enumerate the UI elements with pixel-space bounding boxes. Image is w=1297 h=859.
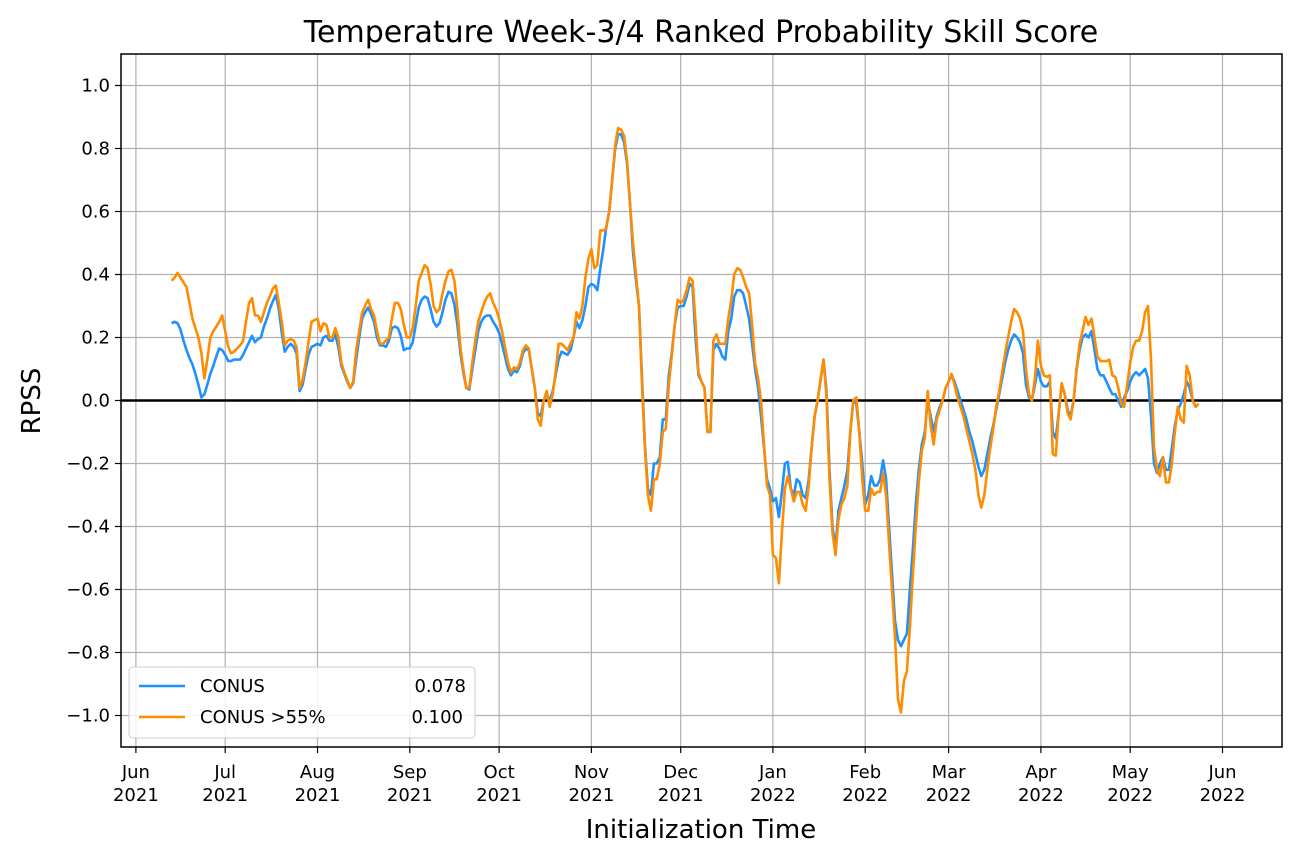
legend-value-conus: 0.078 [414, 676, 466, 697]
chart-title: Temperature Week-3/4 Ranked Probability … [303, 15, 1098, 50]
y-tick-label: −0.4 [66, 517, 110, 538]
x-tick-label-year: 2021 [387, 785, 433, 806]
x-tick-label-month: Apr [1025, 762, 1057, 783]
x-tick-label-month: Jun [1207, 762, 1236, 783]
x-tick-label-month: Jan [758, 762, 787, 783]
legend-box [128, 666, 476, 739]
y-tick-label: −0.8 [66, 643, 110, 664]
y-tick-label: 0.4 [81, 265, 110, 286]
series-lines [170, 126, 1200, 714]
x-tick-label-month: Dec [663, 762, 698, 783]
y-tick-label: −1.0 [66, 706, 110, 727]
x-axis-label: Initialization Time [586, 815, 816, 845]
y-tick-label: 0.8 [81, 139, 110, 160]
x-axis-ticks: Jun2021Jul2021Aug2021Sep2021Oct2021Nov20… [113, 747, 1245, 806]
x-tick-label-year: 2021 [476, 785, 522, 806]
legend-label-conus: CONUS [200, 676, 265, 697]
x-tick-label-year: 2021 [568, 785, 614, 806]
legend-label-conus-55: CONUS >55% [200, 707, 326, 728]
legend: CONUS 0.078 CONUS >55% 0.100 [128, 666, 476, 739]
y-tick-label: 0.2 [81, 328, 110, 349]
x-tick-label-month: Feb [849, 762, 881, 783]
x-tick-label-year: 2022 [1107, 785, 1153, 806]
y-tick-label: −0.6 [66, 580, 110, 601]
x-tick-label-month: Oct [484, 762, 515, 783]
y-tick-label: 0.6 [81, 202, 110, 223]
x-tick-label-month: May [1112, 762, 1150, 783]
series-line-1 [170, 126, 1200, 714]
x-tick-label-year: 2021 [658, 785, 704, 806]
x-tick-label-year: 2021 [113, 785, 159, 806]
x-tick-label-month: Sep [393, 762, 427, 783]
y-axis-label: RPSS [17, 368, 47, 435]
x-tick-label-month: Nov [574, 762, 609, 783]
x-tick-label-month: Jun [121, 762, 150, 783]
x-tick-label-year: 2022 [1018, 785, 1064, 806]
y-tick-label: 1.0 [81, 76, 110, 97]
x-tick-label-month: Aug [300, 762, 335, 783]
x-tick-label-year: 2022 [750, 785, 796, 806]
x-tick-label-month: Mar [932, 762, 967, 783]
x-tick-label-year: 2022 [842, 785, 888, 806]
x-tick-label-year: 2021 [202, 785, 248, 806]
y-axis-ticks: 1.0 0.8 0.6 0.4 0.2 0.0 −0.2 −0.4 −0.6 −0.8 −1.0 [66, 76, 121, 727]
y-tick-label: 0.0 [81, 391, 110, 412]
x-tick-label-year: 2022 [926, 785, 972, 806]
y-tick-label: −0.2 [66, 454, 110, 475]
x-tick-label-year: 2022 [1200, 785, 1246, 806]
x-tick-label-year: 2021 [295, 785, 341, 806]
legend-value-conus-55: 0.100 [411, 707, 463, 728]
x-tick-label-month: Jul [213, 762, 236, 783]
